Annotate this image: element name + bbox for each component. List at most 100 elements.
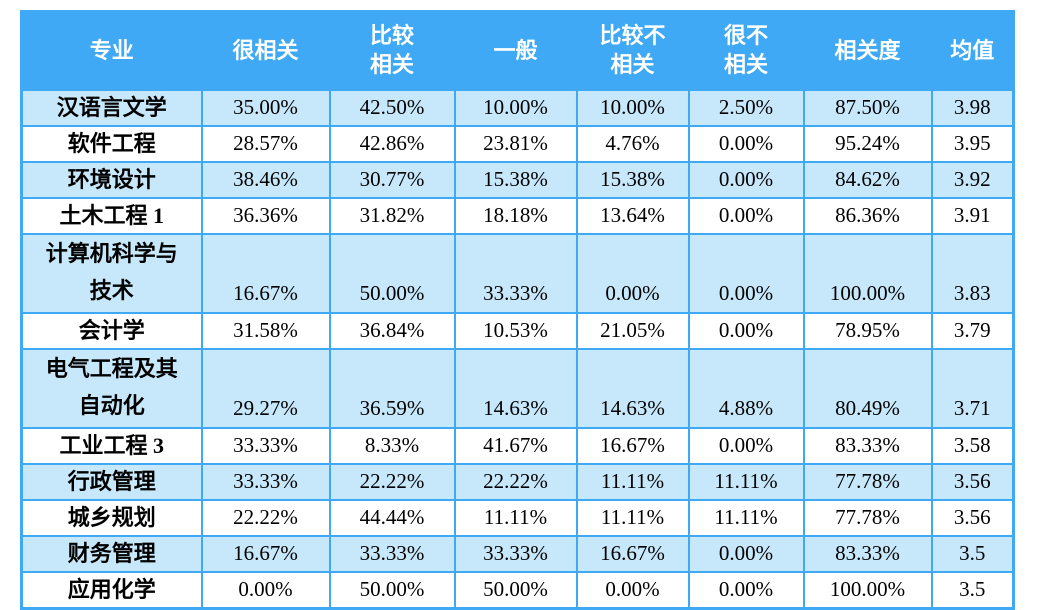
relevance-table-container: 专业 很相关 比较 相关 一般 比较不 相关 很不 相关 相关度 均值 汉语言文学 35.00%… [20,10,1015,610]
major-cell: 电气工程及其 自动化 [20,348,203,429]
value-cell-fairly_irrelevant: 11.11% [575,463,690,501]
table-row: 汉语言文学 35.00% 42.50% 10.00% 10.00% 2.50% 87.50%… [20,89,1015,127]
value-cell-very_irrelevant: 11.11% [687,499,805,537]
value-cell-very_relevant: 35.00% [200,89,331,127]
value-cell-average: 33.33% [453,535,578,573]
value-cell-relevance: 83.33% [802,535,933,573]
table-row: 会计学 31.58% 36.84% 10.53% 21.05% 0.00% 78.95% 3.… [20,312,1015,350]
value-cell-average: 14.63% [453,348,578,429]
value-cell-fairly_irrelevant: 11.11% [575,499,690,537]
value-cell-very_irrelevant: 0.00% [687,125,805,163]
value-cell-relevance: 77.78% [802,499,933,537]
column-header-fairly_relevant: 比较 相关 [328,10,456,91]
value-cell-very_relevant: 31.58% [200,312,331,350]
value-cell-fairly_irrelevant: 16.67% [575,427,690,465]
major-cell: 计算机科学与 技术 [20,233,203,314]
major-cell: 城乡规划 [20,499,203,537]
value-cell-mean: 3.92 [930,161,1015,199]
value-cell-very_irrelevant: 11.11% [687,463,805,501]
value-cell-very_irrelevant: 0.00% [687,197,805,235]
table-row: 行政管理 33.33% 22.22% 22.22% 11.11% 11.11% 77.78%… [20,463,1015,501]
value-cell-average: 33.33% [453,233,578,314]
value-cell-relevance: 80.49% [802,348,933,429]
value-cell-fairly_relevant: 42.86% [328,125,456,163]
value-cell-fairly_relevant: 36.59% [328,348,456,429]
value-cell-mean: 3.91 [930,197,1015,235]
value-cell-mean: 3.56 [930,463,1015,501]
value-cell-average: 41.67% [453,427,578,465]
value-cell-fairly_relevant: 36.84% [328,312,456,350]
value-cell-very_relevant: 33.33% [200,427,331,465]
major-cell: 应用化学 [20,571,203,609]
value-cell-fairly_irrelevant: 0.00% [575,571,690,609]
value-cell-average: 15.38% [453,161,578,199]
value-cell-fairly_irrelevant: 10.00% [575,89,690,127]
value-cell-very_irrelevant: 0.00% [687,161,805,199]
value-cell-very_irrelevant: 0.00% [687,233,805,314]
value-cell-very_relevant: 36.36% [200,197,331,235]
major-cell: 工业工程 3 [20,427,203,465]
major-relevance-table: 专业 很相关 比较 相关 一般 比较不 相关 很不 相关 相关度 均值 汉语言文学 35.00%… [20,10,1015,610]
column-header-major: 专业 [20,10,203,91]
table-row: 软件工程 28.57% 42.86% 23.81% 4.76% 0.00% 95.24% 3.… [20,125,1015,163]
value-cell-very_irrelevant: 0.00% [687,571,805,609]
table-body: 汉语言文学 35.00% 42.50% 10.00% 10.00% 2.50% 87.50%… [20,89,1015,609]
value-cell-relevance: 100.00% [802,571,933,609]
value-cell-fairly_relevant: 8.33% [328,427,456,465]
value-cell-average: 22.22% [453,463,578,501]
value-cell-relevance: 95.24% [802,125,933,163]
value-cell-fairly_irrelevant: 21.05% [575,312,690,350]
major-cell: 土木工程 1 [20,197,203,235]
value-cell-relevance: 83.33% [802,427,933,465]
column-header-mean: 均值 [930,10,1015,91]
value-cell-fairly_relevant: 50.00% [328,571,456,609]
value-cell-very_relevant: 29.27% [200,348,331,429]
value-cell-mean: 3.58 [930,427,1015,465]
value-cell-fairly_relevant: 42.50% [328,89,456,127]
value-cell-fairly_relevant: 22.22% [328,463,456,501]
value-cell-fairly_relevant: 50.00% [328,233,456,314]
value-cell-mean: 3.56 [930,499,1015,537]
value-cell-mean: 3.5 [930,571,1015,609]
value-cell-fairly_irrelevant: 4.76% [575,125,690,163]
value-cell-relevance: 84.62% [802,161,933,199]
table-header: 专业 很相关 比较 相关 一般 比较不 相关 很不 相关 相关度 均值 [20,10,1015,91]
value-cell-very_relevant: 22.22% [200,499,331,537]
value-cell-very_relevant: 0.00% [200,571,331,609]
value-cell-mean: 3.79 [930,312,1015,350]
value-cell-relevance: 87.50% [802,89,933,127]
value-cell-relevance: 78.95% [802,312,933,350]
value-cell-very_irrelevant: 4.88% [687,348,805,429]
value-cell-fairly_irrelevant: 13.64% [575,197,690,235]
value-cell-relevance: 86.36% [802,197,933,235]
value-cell-fairly_irrelevant: 15.38% [575,161,690,199]
value-cell-mean: 3.5 [930,535,1015,573]
table-row: 应用化学 0.00% 50.00% 50.00% 0.00% 0.00% 100.00% 3.… [20,571,1015,609]
value-cell-fairly_irrelevant: 0.00% [575,233,690,314]
value-cell-mean: 3.71 [930,348,1015,429]
value-cell-fairly_irrelevant: 16.67% [575,535,690,573]
value-cell-fairly_relevant: 44.44% [328,499,456,537]
value-cell-very_relevant: 38.46% [200,161,331,199]
value-cell-mean: 3.98 [930,89,1015,127]
column-header-average: 一般 [453,10,578,91]
value-cell-average: 18.18% [453,197,578,235]
value-cell-average: 11.11% [453,499,578,537]
column-header-relevance: 相关度 [802,10,933,91]
major-cell: 软件工程 [20,125,203,163]
major-cell: 会计学 [20,312,203,350]
table-row: 计算机科学与 技术 16.67% 50.00% 33.33% 0.00% 0.00% 100… [20,233,1015,314]
value-cell-mean: 3.83 [930,233,1015,314]
major-cell: 财务管理 [20,535,203,573]
value-cell-very_irrelevant: 2.50% [687,89,805,127]
value-cell-very_irrelevant: 0.00% [687,427,805,465]
value-cell-fairly_relevant: 30.77% [328,161,456,199]
value-cell-very_relevant: 28.57% [200,125,331,163]
column-header-very_relevant: 很相关 [200,10,331,91]
value-cell-fairly_relevant: 33.33% [328,535,456,573]
value-cell-very_irrelevant: 0.00% [687,535,805,573]
value-cell-very_relevant: 33.33% [200,463,331,501]
value-cell-very_relevant: 16.67% [200,233,331,314]
table-row: 工业工程 3 33.33% 8.33% 41.67% 16.67% 0.00% 83.33%… [20,427,1015,465]
value-cell-fairly_irrelevant: 14.63% [575,348,690,429]
